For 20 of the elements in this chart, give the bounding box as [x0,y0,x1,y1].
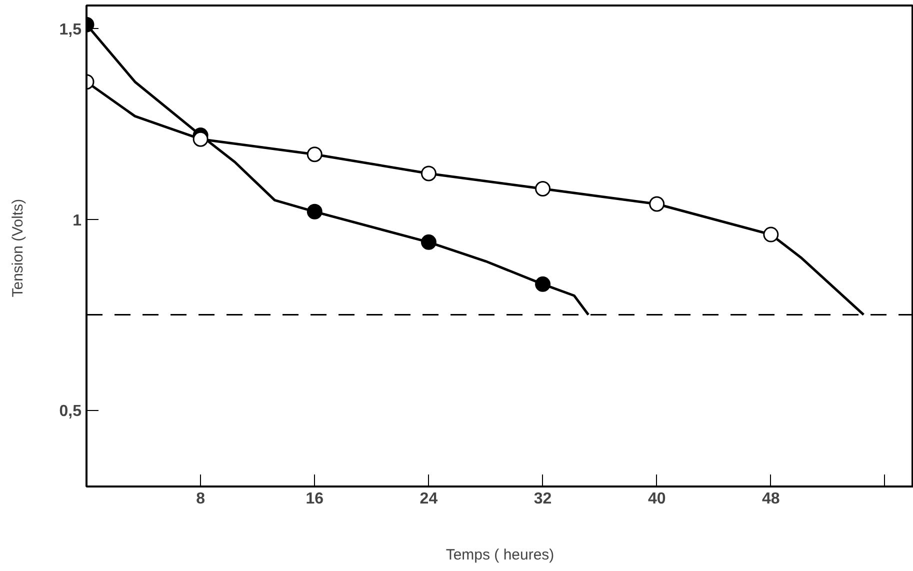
y-tick-label: 1,5 [59,21,82,38]
point [649,196,665,212]
x-axis-title: Temps ( heures) [446,546,554,564]
point [420,166,436,182]
point [535,181,551,196]
point [192,131,208,147]
x-tick-label: 40 [648,490,666,508]
y-tick-label: 1 [72,212,82,230]
point [306,204,322,220]
x-tick-label: 8 [196,490,206,508]
x-tick-label: 32 [534,490,552,508]
point [535,276,551,292]
x-tick-label: 24 [420,490,438,508]
x-tick-label: 48 [762,490,780,508]
y-tick-label: 0,5 [59,403,82,420]
point [420,234,436,250]
point [763,226,779,242]
y-axis-title: Tension (Volts) [9,198,26,298]
point [306,146,322,162]
x-tick-label: 16 [306,490,324,508]
